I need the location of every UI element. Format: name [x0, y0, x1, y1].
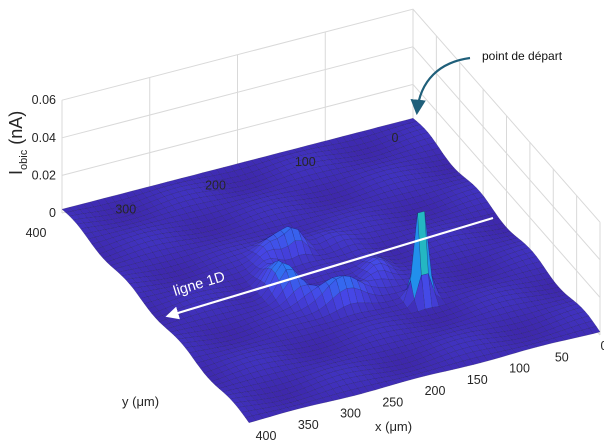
z-tick-label: 0.06 [32, 93, 56, 107]
point-de-depart-label: point de départ [482, 49, 563, 63]
z-axis-label-sub: obic [18, 149, 30, 170]
x-tick-label: 150 [467, 373, 488, 387]
x-tick-label: 400 [256, 429, 277, 443]
x-tick-label: 0 [601, 339, 604, 353]
x-tick-label: 350 [298, 418, 319, 432]
surface-cell [245, 415, 257, 423]
y-tick-label: 200 [205, 179, 226, 193]
y-tick-label: 400 [26, 226, 47, 240]
y-tick-label: 300 [115, 202, 136, 216]
y-tick-label: 100 [295, 155, 316, 169]
x-tick-label: 250 [382, 395, 403, 409]
axis-ticks: 00.020.040.06010020030040005010015020025… [26, 93, 604, 443]
z-tick-label: 0 [49, 206, 56, 220]
axes-grid [61, 8, 601, 336]
z-axis-label-main: I [6, 170, 26, 175]
y-tick-label: 0 [392, 131, 399, 145]
x-axis-label: x (μm) [375, 419, 412, 434]
ligne-1d-arrow [165, 216, 494, 320]
point-de-depart-arrow [410, 56, 471, 116]
z-tick-label: 0.04 [32, 131, 56, 145]
z-axis-label: Iobic (nA) [6, 111, 30, 175]
z-axis-label-unit: (nA) [6, 111, 26, 150]
x-tick-label: 100 [509, 362, 530, 376]
y-axis-label: y (μm) [122, 394, 159, 409]
x-tick-label: 300 [340, 407, 361, 421]
z-tick-label: 0.02 [32, 168, 56, 182]
x-tick-label: 200 [425, 384, 446, 398]
x-tick-label: 50 [555, 350, 569, 364]
surface-mesh [61, 118, 601, 423]
